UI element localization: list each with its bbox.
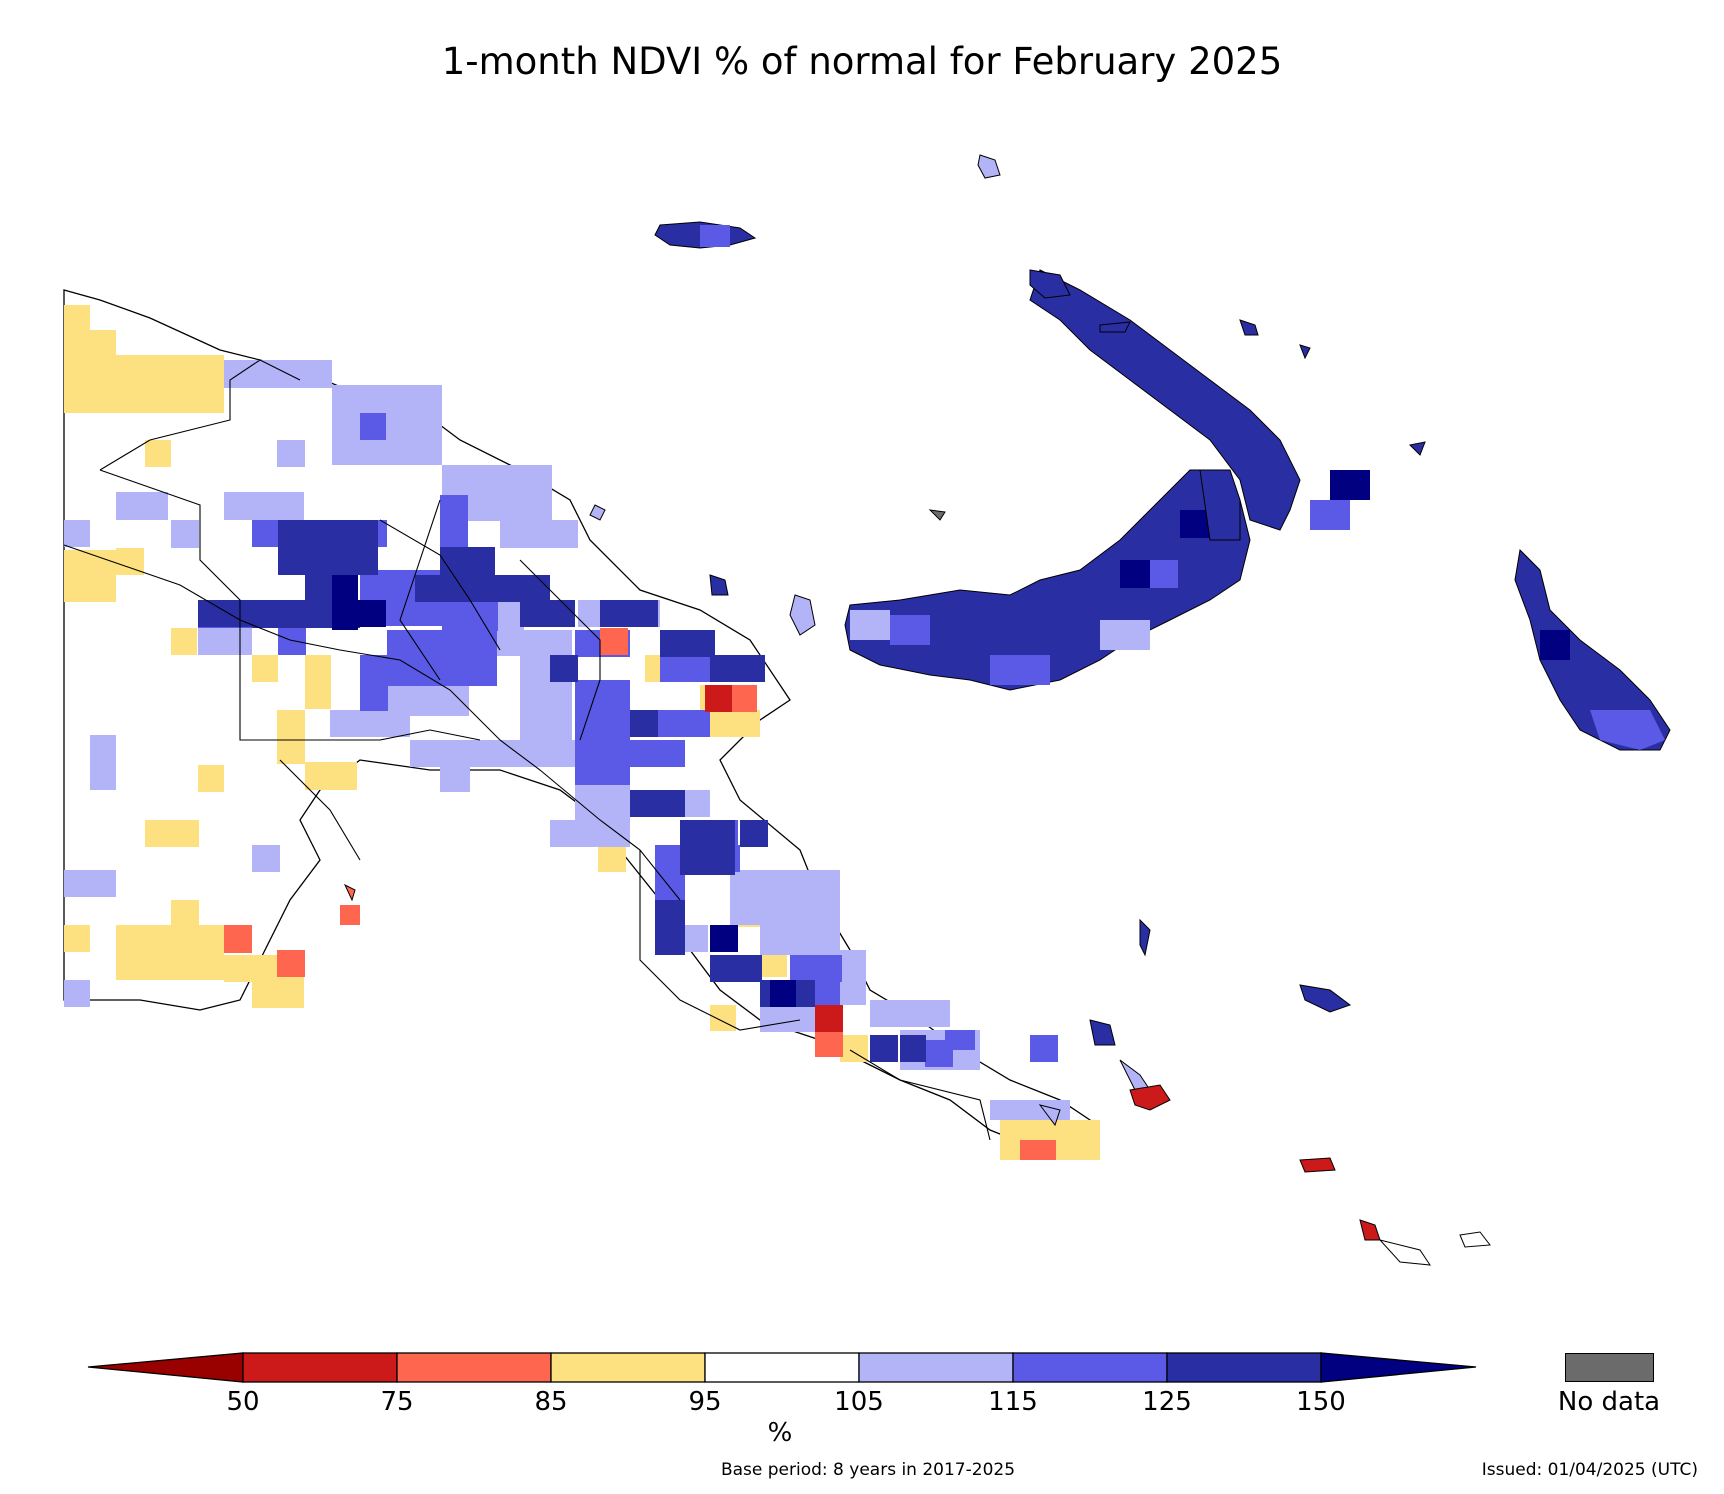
no-data-swatch: [1565, 1353, 1654, 1382]
ndvi-cells-mainland: [63, 305, 1100, 1160]
colorbar-tick-75: 75: [380, 1387, 414, 1417]
colorbar-tick-105: 105: [834, 1387, 884, 1417]
ndvi-map: [63, 154, 1671, 1266]
new-ireland: [1029, 269, 1370, 531]
manus-island: [654, 221, 757, 249]
issued-date: Issued: 01/04/2025 (UTC): [1481, 1460, 1698, 1480]
small-islands: [343, 154, 1491, 1266]
colorbar-bin-50-75: [242, 1352, 398, 1383]
colorbar-tick-115: 115: [988, 1387, 1038, 1417]
colorbar-unit-label: %: [767, 1418, 793, 1448]
colorbar-bin-95-105: [704, 1352, 860, 1383]
colorbar-arrow-low: [87, 1352, 244, 1383]
colorbar-tick-150: 150: [1296, 1387, 1346, 1417]
colorbar-tick-50: 50: [226, 1387, 260, 1417]
colorbar-tick-125: 125: [1142, 1387, 1192, 1417]
base-period-note: Base period: 8 years in 2017-2025: [720, 1460, 1016, 1480]
colorbar-bin-115-125: [1012, 1352, 1168, 1383]
no-data-label: No data: [1557, 1387, 1661, 1417]
bougainville: [1514, 548, 1671, 751]
colorbar: [87, 1352, 1477, 1383]
colorbar-tick-85: 85: [534, 1387, 568, 1417]
colorbar-arrow-high: [1320, 1352, 1477, 1383]
colorbar-bin-105-115: [858, 1352, 1014, 1383]
map-title: 1-month NDVI % of normal for February 20…: [441, 40, 1283, 83]
colorbar-bin-75-85: [396, 1352, 552, 1383]
colorbar-bin-125-150: [1166, 1352, 1322, 1383]
colorbar-tick-95: 95: [688, 1387, 722, 1417]
colorbar-bin-85-95: [550, 1352, 706, 1383]
